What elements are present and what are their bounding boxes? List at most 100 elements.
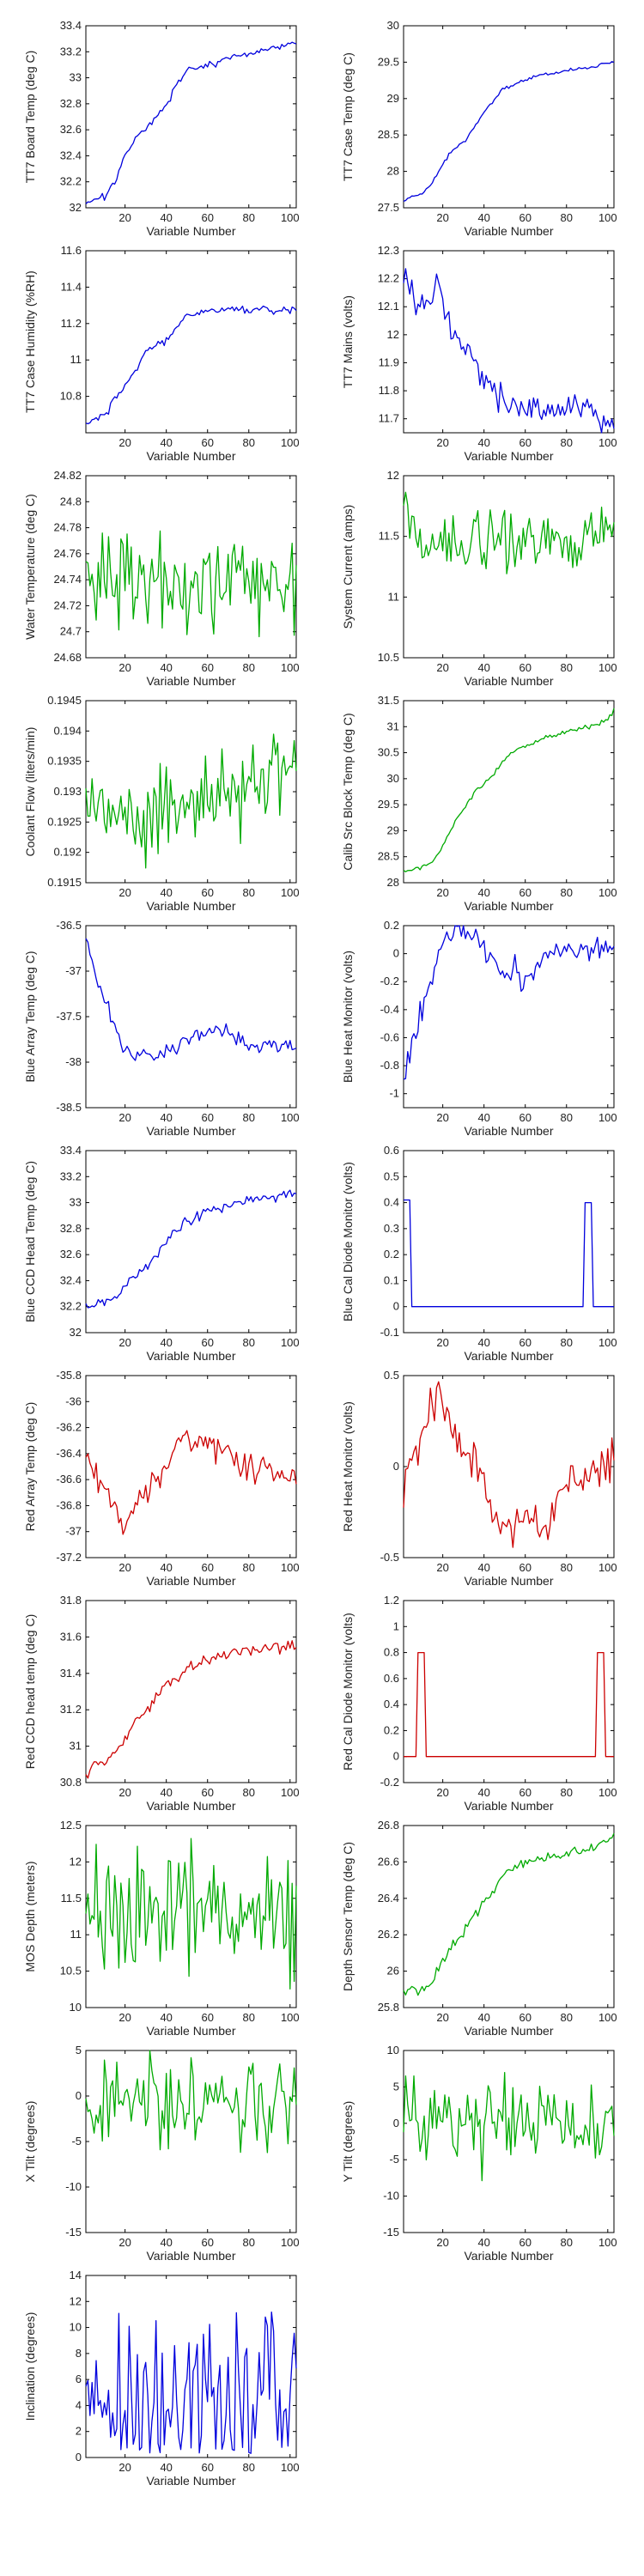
chart-panel-13: 20 40 60 80 100 -37.2 -37 -36.8 -36.6 -36.4 -36.2 -… <box>23 1369 300 1588</box>
plot-frame <box>403 1825 615 2008</box>
y-tick-label: 0 <box>393 1300 399 1313</box>
y-tick-label: -5 <box>389 2153 399 2166</box>
y-tick-label: 32.8 <box>60 1222 82 1235</box>
y-tick-label: -37.2 <box>56 1551 82 1564</box>
y-axis-label: Red Heat Monitor (volts) <box>341 1401 355 1532</box>
plot-frame <box>85 1150 297 1334</box>
y-tick-label: 29 <box>387 92 399 105</box>
series-line <box>403 268 615 434</box>
chart-panel-10: 20 40 60 80 100 -1 -0.8 -0.6 -0.4 -0.2 0 0.2 Variabl… <box>341 919 617 1138</box>
x-tick-label: 60 <box>201 1111 213 1124</box>
x-tick-label: 60 <box>201 1336 213 1349</box>
chart-panel-19: 20 40 60 80 100 -15 -10 -5 0 5 Variable Number X Ti… <box>23 2044 300 2263</box>
x-tick-label: 40 <box>160 1336 172 1349</box>
y-tick-label: 1 <box>393 1619 399 1632</box>
x-tick-label: 40 <box>160 886 172 899</box>
x-tick-label: 20 <box>118 2236 131 2249</box>
y-tick-label: 31.2 <box>60 1703 82 1716</box>
y-tick-label: -35.8 <box>56 1369 82 1382</box>
y-tick-label: 32.2 <box>60 1300 82 1313</box>
y-tick-label: 14 <box>70 2269 82 2281</box>
y-tick-label: -37.5 <box>56 1010 82 1023</box>
y-axis-label: Blue Array Temp (deg C) <box>23 951 37 1082</box>
y-tick-label: 11.5 <box>379 530 399 543</box>
x-tick-label: 80 <box>561 1786 573 1799</box>
y-tick-label: 30.5 <box>378 746 399 759</box>
x-axis-label: Variable Number <box>464 1799 553 1813</box>
y-tick-label: 0.1915 <box>47 876 82 889</box>
series-line <box>85 530 297 638</box>
x-tick-label: 60 <box>201 1786 213 1799</box>
y-axis-label: TT7 Board Temp (deg C) <box>23 51 37 184</box>
x-tick-label: 40 <box>477 886 489 899</box>
x-tick-label: 40 <box>160 1561 172 1574</box>
chart-panel-14: 20 40 60 80 100 -0.5 0 0.5 Variable Number Red He… <box>341 1369 617 1588</box>
plot-frame <box>85 475 297 659</box>
x-tick-label: 100 <box>598 436 617 449</box>
x-tick-label: 100 <box>281 2461 300 2474</box>
x-tick-label: 80 <box>243 1336 255 1349</box>
y-tick-label: 0.6 <box>384 1672 399 1685</box>
chart-panel-15: 20 40 60 80 100 30.8 31 31.2 31.4 31.6 31.8 Variabl… <box>23 1594 300 1813</box>
y-tick-label: 30 <box>387 19 399 32</box>
y-tick-label: 5 <box>76 2044 82 2057</box>
x-tick-label: 60 <box>519 2011 531 2024</box>
y-tick-label: 33.4 <box>60 19 82 32</box>
y-tick-label: -15 <box>65 2226 82 2239</box>
plot-frame <box>85 250 297 434</box>
chart-panel-16: 20 40 60 80 100 -0.2 0 0.2 0.4 0.6 0.8 1 1.2 Variable… <box>341 1594 617 1813</box>
x-tick-label: 40 <box>477 661 489 674</box>
x-axis-label: Variable Number <box>146 1349 235 1363</box>
y-tick-label: 0 <box>393 2117 399 2129</box>
x-tick-label: 80 <box>243 436 255 449</box>
x-tick-label: 40 <box>477 2236 489 2249</box>
y-tick-label: 0 <box>393 947 399 960</box>
y-axis-label: Water Temperature (deg C) <box>23 494 37 640</box>
x-tick-label: 80 <box>243 2011 255 2024</box>
chart-panel-6: 20 40 60 80 100 10.5 11 11.5 12 Variable Number Sy… <box>341 469 617 688</box>
y-tick-label: 11 <box>70 353 82 366</box>
x-axis-label: Variable Number <box>464 2249 553 2263</box>
x-tick-label: 20 <box>436 886 448 899</box>
y-axis-label: Inclination (degrees) <box>23 2312 37 2421</box>
plot-frame <box>403 925 615 1109</box>
x-axis-label: Variable Number <box>146 1124 235 1138</box>
x-tick-label: 60 <box>519 1561 531 1574</box>
y-tick-label: 27.5 <box>378 201 399 214</box>
series-line <box>85 1189 297 1309</box>
y-tick-label: 28.5 <box>378 128 399 141</box>
x-tick-label: 40 <box>160 1111 172 1124</box>
x-tick-label: 20 <box>436 2236 448 2249</box>
series-line <box>404 1199 614 1308</box>
y-tick-label: 0.5 <box>384 1170 399 1182</box>
x-tick-label: 80 <box>561 1111 573 1124</box>
y-tick-label: 0.1935 <box>47 755 82 768</box>
y-tick-label: -36.4 <box>56 1447 82 1460</box>
y-tick-label: 29.5 <box>378 798 399 811</box>
x-tick-label: 20 <box>118 1786 131 1799</box>
y-tick-label: 11.2 <box>61 317 82 330</box>
y-tick-label: 31.8 <box>60 1594 82 1607</box>
y-tick-label: 4 <box>76 2398 82 2411</box>
x-tick-label: 60 <box>519 1336 531 1349</box>
x-axis-label: Variable Number <box>146 2024 235 2038</box>
y-tick-label: 31.4 <box>60 1667 82 1680</box>
x-axis-label: Variable Number <box>464 449 553 463</box>
x-tick-label: 100 <box>598 2011 617 2024</box>
y-tick-label: 0.1925 <box>47 815 82 828</box>
series-line <box>85 2311 297 2454</box>
x-tick-label: 20 <box>436 1786 448 1799</box>
x-tick-label: 60 <box>201 1561 213 1574</box>
y-tick-label: 24.78 <box>53 521 82 534</box>
y-tick-label: 31.5 <box>378 694 399 707</box>
y-tick-label: 11.6 <box>61 244 82 257</box>
y-tick-label: -36.6 <box>56 1473 82 1485</box>
x-tick-label: 20 <box>118 436 131 449</box>
y-tick-label: 31.6 <box>60 1630 82 1643</box>
x-axis-label: Variable Number <box>464 899 553 913</box>
x-axis-label: Variable Number <box>464 1124 553 1138</box>
x-tick-label: 20 <box>118 2461 131 2474</box>
x-tick-label: 40 <box>160 1786 172 1799</box>
x-tick-label: 100 <box>598 661 617 674</box>
y-tick-label: -36.5 <box>56 919 82 932</box>
